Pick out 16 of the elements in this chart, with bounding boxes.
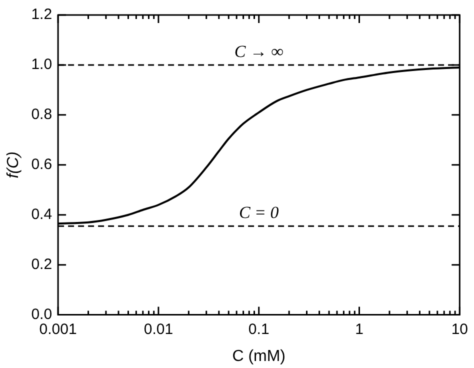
y-tick-label: 0.4 <box>31 206 52 224</box>
y-tick-label: 1.0 <box>31 56 52 74</box>
x-tick-label: 1 <box>355 320 364 338</box>
x-tick-label: 0.1 <box>248 320 270 338</box>
y-tick-label: 1.2 <box>31 6 52 24</box>
x-tick-label: 0.01 <box>144 320 174 338</box>
x-tick-label: 0.001 <box>39 320 77 338</box>
y-tick-label: 0.6 <box>31 156 52 174</box>
x-tick-label: 10 <box>451 320 468 338</box>
y-tick-label: 0.2 <box>31 256 52 273</box>
ref-line-label: C = 0 <box>238 203 280 222</box>
y-tick-label: 0.0 <box>31 306 52 323</box>
x-axis-title: C (mM) <box>232 348 286 365</box>
ref-line-label: C → ∞ <box>234 42 284 61</box>
y-tick-label: 0.8 <box>31 106 52 124</box>
y-axis-title: f(C) <box>5 152 22 178</box>
